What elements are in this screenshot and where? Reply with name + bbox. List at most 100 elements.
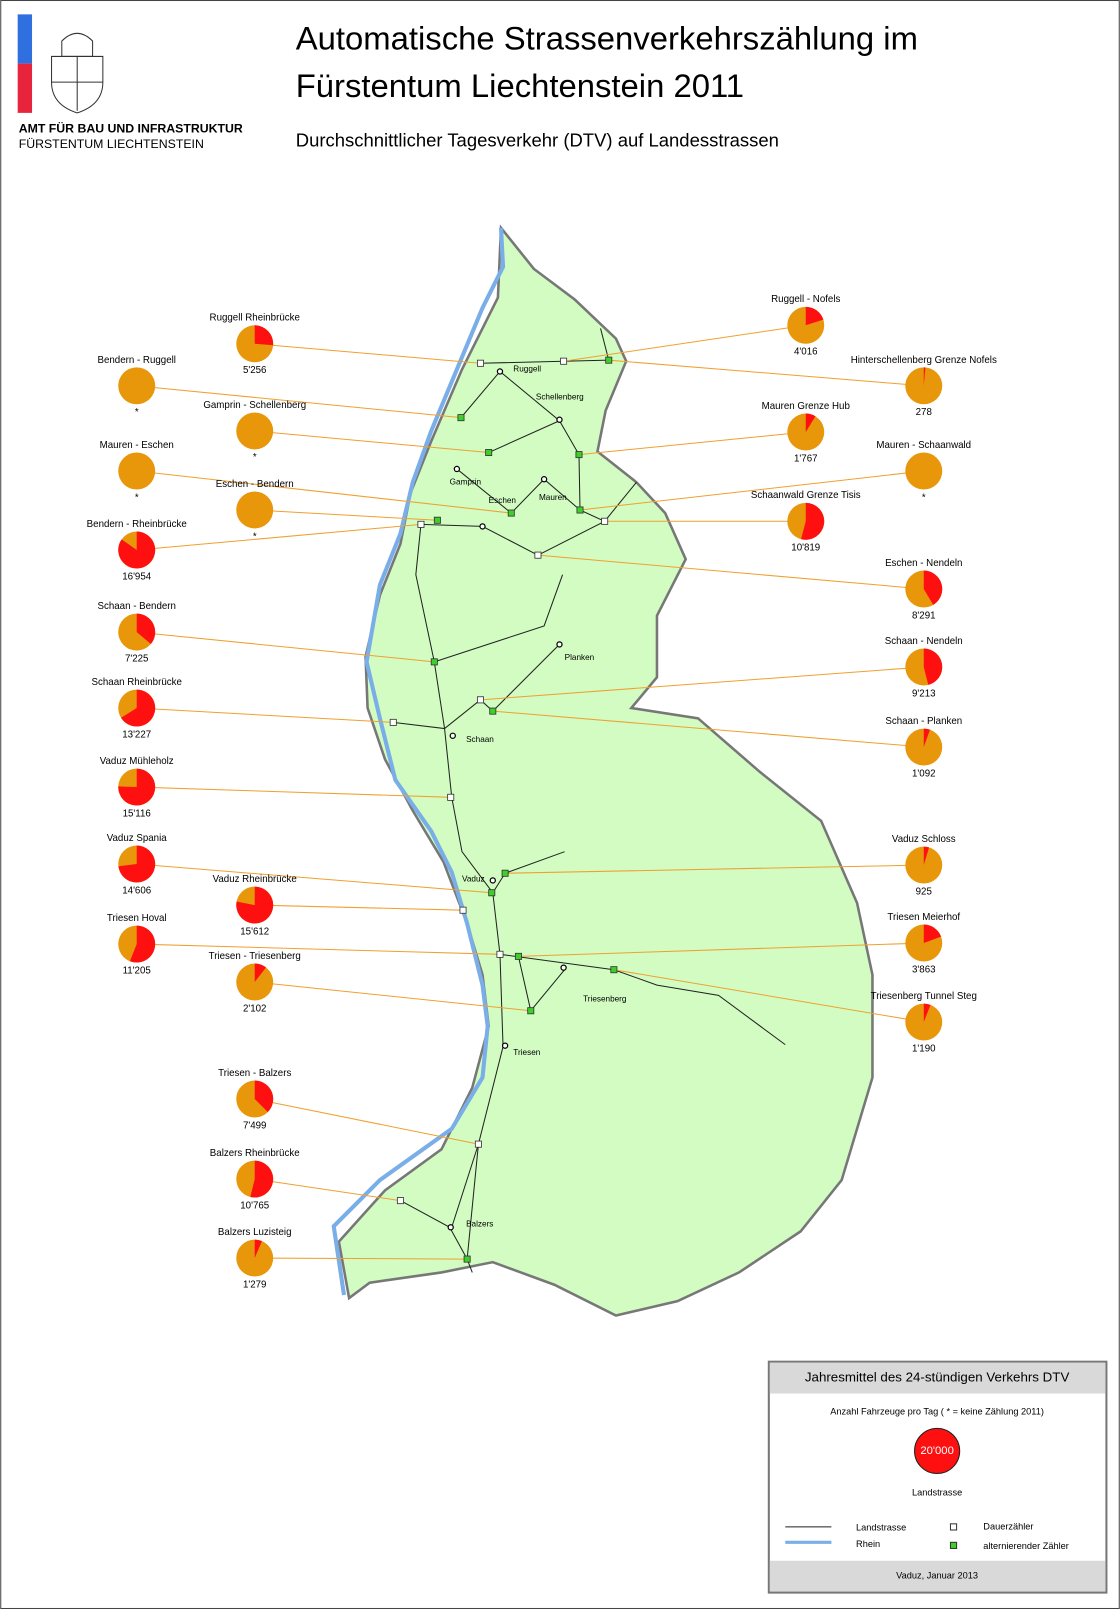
- counter: [476, 696, 484, 704]
- pie-base: [236, 412, 274, 450]
- station-value: 9'213: [912, 688, 936, 699]
- station-value: 4'016: [794, 347, 818, 358]
- pie-share: [801, 502, 825, 540]
- station-name: Mauren - Schaanwald: [876, 440, 971, 451]
- legend-subtitle: Anzahl Fahrzeuge pro Tag ( * = keine Zäh…: [830, 1406, 1044, 1416]
- town-label: Balzers: [466, 1219, 493, 1228]
- town-label: Eschen: [489, 496, 517, 505]
- pie-base: [236, 491, 274, 529]
- counter: [601, 517, 609, 525]
- station-value: 1'092: [912, 768, 936, 779]
- title: Fürstentum Liechtenstein 2011: [296, 67, 744, 104]
- legend-footer: Vaduz, Januar 2013: [896, 1571, 978, 1581]
- pie-share: [121, 689, 156, 727]
- pie-base: [905, 367, 943, 405]
- counter: [474, 1140, 482, 1148]
- title: Automatische Strassenverkehrszählung im: [296, 20, 918, 57]
- pie-share: [923, 728, 930, 748]
- station-name: Mauren Grenze Hub: [762, 401, 850, 412]
- station-value: 15'612: [240, 926, 269, 937]
- town-marker: [447, 1224, 454, 1231]
- station-name: Schaan - Planken: [885, 716, 962, 727]
- station-name: Vaduz Spania: [107, 833, 167, 844]
- leader-line: [136, 863, 492, 894]
- counter: [457, 414, 465, 422]
- pie-share: [254, 325, 274, 346]
- leader-line: [136, 707, 394, 723]
- leader-line: [136, 385, 462, 419]
- town-marker: [556, 416, 563, 423]
- counter: [496, 950, 504, 958]
- station-value: 1'190: [912, 1043, 936, 1054]
- leader-line: [254, 904, 464, 911]
- leader-line: [505, 864, 924, 874]
- station-name: Ruggell Rheinbrücke: [210, 313, 300, 324]
- pie-share: [254, 963, 267, 983]
- counter: [433, 516, 441, 524]
- pie-share: [254, 1239, 262, 1259]
- station-name: Balzers Rheinbrücke: [210, 1148, 300, 1159]
- station-name: Balzers Luzisteig: [218, 1227, 292, 1238]
- leader-line: [254, 1178, 401, 1202]
- flag-blue: [17, 14, 33, 64]
- scale-label: 20'000: [920, 1445, 953, 1457]
- pie-base: [905, 452, 943, 490]
- station-value: 3'863: [912, 964, 936, 975]
- pie-share: [805, 306, 824, 326]
- station-name: Schaan - Nendeln: [885, 636, 963, 647]
- leader-line: [254, 1098, 479, 1145]
- legend-item: Dauerzähler: [983, 1521, 1033, 1531]
- pie-share: [254, 1080, 274, 1113]
- counter: [459, 906, 467, 914]
- station-name: Ruggell - Nofels: [771, 294, 840, 305]
- pie-base: [905, 1003, 943, 1041]
- town-label: Triesen: [513, 1048, 540, 1057]
- pie-share: [118, 768, 156, 806]
- town-label: Mauren: [539, 493, 567, 502]
- counter: [485, 449, 493, 457]
- town-marker: [556, 641, 563, 648]
- rhine: [331, 227, 506, 1296]
- leader-line: [136, 786, 451, 798]
- station-name: Schaan Rheinbrücke: [92, 677, 182, 688]
- station-value: 10'819: [791, 543, 820, 554]
- station-value: *: [253, 452, 257, 463]
- station-value: 7'225: [125, 653, 149, 664]
- station-value: 11'205: [123, 965, 151, 976]
- counter: [447, 793, 455, 801]
- station-value: 925: [916, 886, 932, 897]
- legend-permanent: [949, 1523, 958, 1531]
- legend: Jahresmittel des 24-stündigen Verkehrs D…: [767, 1360, 1108, 1594]
- town-label: Schellenberg: [536, 392, 584, 401]
- legend-item: Rhein: [856, 1539, 880, 1549]
- station-name: Schaanwald Grenze Tisis: [751, 490, 861, 501]
- counter: [389, 718, 397, 726]
- station-name: Triesenberg Tunnel Steg: [871, 991, 977, 1002]
- leader-line: [518, 942, 924, 957]
- counter: [576, 506, 584, 514]
- leader-line: [254, 1257, 468, 1260]
- station-value: 14'606: [122, 885, 151, 896]
- town-marker: [449, 732, 456, 739]
- station-value: 1'279: [243, 1279, 267, 1290]
- leader-line: [136, 470, 512, 514]
- leader-line: [563, 324, 806, 362]
- pie-share: [923, 648, 943, 685]
- station-name: Triesen - Balzers: [218, 1068, 291, 1079]
- legend-item: alternierender Zähler: [983, 1541, 1069, 1551]
- station-name: Triesen Meierhof: [887, 912, 960, 923]
- pie-share: [805, 413, 816, 433]
- flag-red: [17, 63, 33, 113]
- counter: [430, 658, 438, 666]
- station-value: 13'227: [122, 729, 151, 740]
- scale-caption: Landstrasse: [912, 1487, 962, 1497]
- pie-base: [118, 452, 156, 490]
- town-label: Planken: [565, 653, 595, 662]
- leader-line: [480, 666, 924, 701]
- org-name: AMT FÜR BAU UND INFRASTRUKTUR: [19, 121, 243, 136]
- town-marker: [496, 368, 504, 375]
- station-name: Bendern - Rheinbrücke: [87, 519, 187, 530]
- pie-share: [129, 925, 156, 963]
- counter: [501, 869, 509, 877]
- counter: [417, 520, 425, 528]
